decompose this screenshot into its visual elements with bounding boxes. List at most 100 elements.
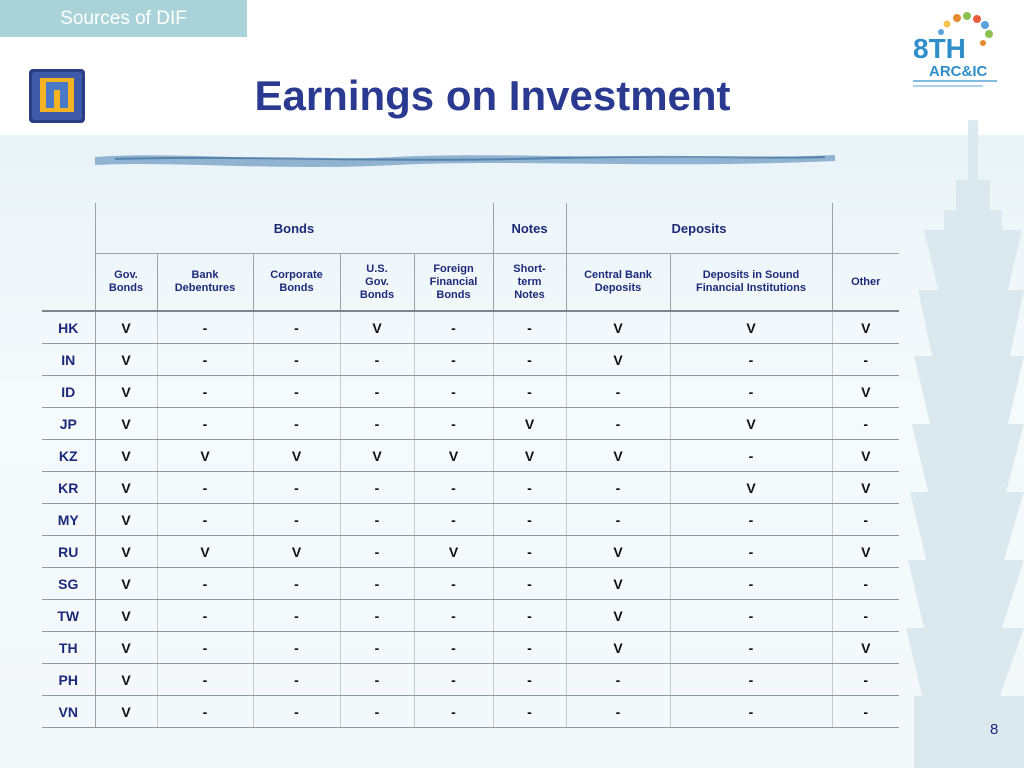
table-cell: - [157, 407, 254, 440]
country-code: RU [42, 535, 96, 568]
table-cell: V [95, 343, 158, 376]
table-cell: - [493, 311, 567, 344]
table-cell: V [566, 599, 671, 632]
table-cell: - [340, 343, 415, 376]
country-code: HK [42, 311, 96, 344]
table-cell: V [95, 375, 158, 408]
table-cell: - [566, 375, 671, 408]
group-header-bonds: Bonds [95, 203, 494, 254]
table-cell: V [493, 407, 567, 440]
table-row: TH V - - - - - V - V [42, 631, 899, 664]
table-cell: - [493, 375, 567, 408]
table-cell: V [253, 439, 341, 472]
table-cell: - [340, 471, 415, 504]
column-header-gov-bonds: Gov. Bonds [95, 253, 158, 312]
table-cell: - [414, 503, 494, 536]
table-cell: - [157, 631, 254, 664]
table-cell: V [670, 407, 833, 440]
table-row: KZ V V V V V V V - V [42, 439, 899, 472]
tower-illustration [906, 120, 1024, 768]
table-cell: - [566, 695, 671, 728]
table-cell: V [95, 439, 158, 472]
table-cell: - [493, 343, 567, 376]
table-cell: - [253, 567, 341, 600]
table-cell: V [832, 535, 899, 568]
group-header-notes: Notes [493, 203, 567, 254]
organization-logo [29, 69, 85, 123]
table-row: RU V V V - V - V - V [42, 535, 899, 568]
table-cell: - [832, 567, 899, 600]
table-cell: V [95, 471, 158, 504]
table-cell: V [95, 631, 158, 664]
table-cell: V [95, 503, 158, 536]
country-code: IN [42, 343, 96, 376]
table-cell: V [566, 311, 671, 344]
table-cell: - [670, 503, 833, 536]
table-cell: V [340, 439, 415, 472]
group-header-deposits: Deposits [566, 203, 833, 254]
table-cell: - [670, 343, 833, 376]
page-number: 8 [990, 721, 999, 738]
table-cell: - [340, 631, 415, 664]
table-cell: V [670, 471, 833, 504]
table-cell: - [157, 375, 254, 408]
table-row: ID V - - - - - - - V [42, 375, 899, 408]
table-row: IN V - - - - - V - - [42, 343, 899, 376]
table-cell: - [340, 375, 415, 408]
table-row: KR V - - - - - - V V [42, 471, 899, 504]
column-header-short-term-notes: Short-term Notes [493, 253, 567, 312]
column-header-foreign-financial-bonds: Foreign Financial Bonds [414, 253, 494, 312]
table-cell: - [493, 631, 567, 664]
table-cell: V [95, 311, 158, 344]
arcic-logo: 8TH ARC&IC [913, 12, 997, 87]
table-cell: V [566, 439, 671, 472]
table-row: MY V - - - - - - - - [42, 503, 899, 536]
table-cell: - [340, 695, 415, 728]
table-cell: - [340, 599, 415, 632]
table-cell: V [157, 535, 254, 568]
table-cell: - [493, 599, 567, 632]
table-cell: - [493, 503, 567, 536]
country-code: SG [42, 567, 96, 600]
table-cell: V [832, 311, 899, 344]
table-cell: - [157, 503, 254, 536]
table-cell: - [253, 631, 341, 664]
corner-blank [42, 203, 96, 254]
table-cell: - [670, 567, 833, 600]
table-cell: - [253, 311, 341, 344]
table-cell: - [670, 599, 833, 632]
table-cell: V [253, 535, 341, 568]
country-code: JP [42, 407, 96, 440]
table-cell: - [157, 311, 254, 344]
table-cell: - [493, 535, 567, 568]
table-cell: - [414, 599, 494, 632]
table-cell: - [670, 535, 833, 568]
table-cell: - [493, 567, 567, 600]
table-cell: - [414, 343, 494, 376]
group-header-blank [832, 203, 899, 254]
table-cell: - [832, 695, 899, 728]
table-cell: - [493, 471, 567, 504]
table-cell: V [832, 631, 899, 664]
country-code: MY [42, 503, 96, 536]
table-cell: V [493, 439, 567, 472]
table-cell: V [95, 567, 158, 600]
table-cell: - [566, 407, 671, 440]
table-cell: - [414, 663, 494, 696]
table-row: SG V - - - - - V - - [42, 567, 899, 600]
table-cell: - [253, 343, 341, 376]
table-row: HK V - - V - - V V V [42, 311, 899, 344]
country-code: VN [42, 695, 96, 728]
table-cell: V [566, 631, 671, 664]
table-cell: - [157, 343, 254, 376]
table-cell: V [95, 535, 158, 568]
table-cell: V [340, 311, 415, 344]
section-tab: Sources of DIF [0, 0, 247, 37]
table-cell: - [253, 375, 341, 408]
table-cell: - [832, 503, 899, 536]
table-cell: - [832, 343, 899, 376]
table-cell: V [566, 567, 671, 600]
table-cell: V [157, 439, 254, 472]
column-header-us-gov-bonds: U.S. Gov. Bonds [340, 253, 415, 312]
table-cell: - [340, 535, 415, 568]
